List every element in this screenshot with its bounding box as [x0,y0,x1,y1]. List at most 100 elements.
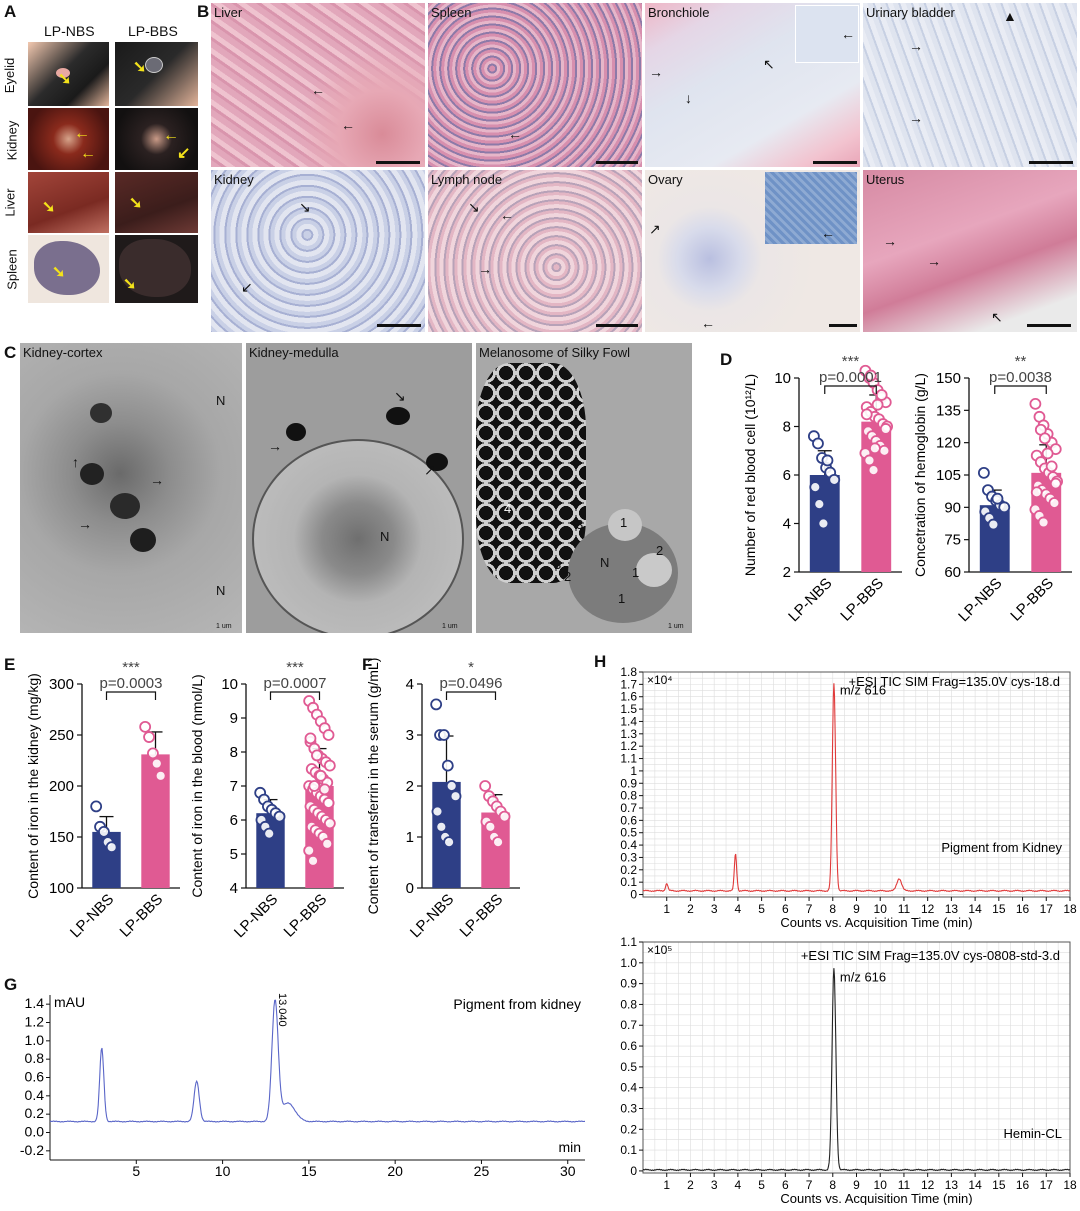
x-tick-label: 15 [992,902,1006,916]
yellow-arrow-icon: ➘ [52,264,66,281]
p-value: p=0.0007 [264,675,327,692]
series-line [49,999,586,1123]
bar-chart-hemoglobin: 60 75 90 105 120 135 150 Concetration of hemogl… [912,353,1072,625]
y-tick-label: 6 [230,812,238,829]
x-tick-label: 7 [806,1178,813,1192]
y-tick-label: 0.2 [25,1105,45,1121]
x-tick-label: LP-BBS [1007,575,1057,625]
yellow-arrow-icon: ← [163,127,179,144]
arrow-icon: ↘ [394,388,406,404]
y-tick-label: 135 [936,402,961,419]
arrow-icon: ↓ [685,90,692,106]
data-point [304,732,317,745]
em-kidney-medulla: Kidney-medulla N → ↘ ↗ 1 um [246,343,472,633]
arrow-icon: ← [701,315,715,331]
y-tick-label: 5 [230,846,238,863]
bar-chart-iron-blood: 4 5 6 7 8 9 10 Content of iron in the blood (nm… [189,659,344,941]
data-point [809,481,822,494]
data-point [323,817,336,830]
annotation: Pigment from kidney [453,996,581,1012]
y-tick-label: 0 [406,880,414,897]
data-point [322,797,335,809]
x-tick-label: LP-BBS [117,891,167,941]
data-point [1045,460,1058,473]
x-tick-label: 6 [782,902,789,916]
y-tick-label: 1.3 [620,727,637,741]
tile-label: Melanosome of Silky Fowl [479,345,630,360]
em-melanosome: Melanosome of Silky Fowl 4 N 1 1 1 2 2 3… [476,343,692,633]
y-tick-label: 3 [406,727,414,744]
photo-liver-bbs: ➘ [115,172,198,233]
x-tick-label: 5 [758,1178,765,1192]
data-point [322,729,335,741]
data-point [303,844,316,857]
arrow-icon: ↘ [299,199,311,215]
arrow-icon: → [150,472,164,488]
data-point [90,800,103,813]
arrow-icon: → [927,253,941,269]
x-tick-label: 15 [301,1163,317,1179]
multiplier: ×10⁵ [647,943,672,957]
panel-g-letter: G [4,975,18,994]
panel-e-letter: E [4,655,16,674]
y-tick-label: 0 [630,1164,637,1178]
x-tick-label: 16 [1016,1178,1030,1192]
data-point [430,698,443,711]
data-point [1041,447,1054,460]
y-tick-label: 1.2 [620,739,637,753]
y-tick-label: 1.2 [25,1014,45,1030]
data-point [878,444,891,457]
y-tick-label: 60 [944,564,961,581]
arrow-icon: → [649,64,663,80]
x-tick-label: 13 [945,902,959,916]
y-tick-label: 0.5 [620,826,637,840]
nucleus-mark: N [600,555,610,570]
mark: 1 [620,515,628,530]
scale-bar-text: 1 um [442,623,458,630]
arrow-icon: ← [341,117,355,133]
data-point [991,492,1004,505]
y-tick-label: 7 [230,778,238,795]
y-tick-label: 0.1 [620,875,637,889]
x-tick-label: 1 [663,902,670,916]
histology-liver: Liver ← ← [211,3,425,167]
mark: 1 [632,565,640,580]
y-tick-label: 1.4 [620,714,637,728]
photo-kidney-bbs: ← ↙ [115,108,198,170]
tile-label: Kidney [214,172,254,187]
y-tick-label: 1.8 [620,665,637,679]
histology-lymph-node: Lymph node ↘ ← → [428,170,642,332]
y-tick-label: 0.1 [620,1143,637,1157]
x-tick-label: 13 [945,1178,959,1192]
arrow-icon: → [478,261,492,277]
y-tick-label: 1.1 [620,752,637,766]
panel-a-letter: A [4,2,17,21]
scale-bar-text: 1 um [216,623,232,630]
scale-bar [1027,324,1071,327]
x-tick-label: 9 [853,902,860,916]
photo-spleen-bbs: ➘ [115,235,198,303]
y-tick-label: 100 [49,880,74,897]
significance-bracket [824,385,877,394]
tile-label: Ovary [648,172,683,187]
photo-spleen-nbs: ➘ [28,235,109,303]
y-tick-label: 9 [230,710,238,727]
x-tick-label: 2 [687,1178,694,1192]
arrow-icon: → [268,438,282,454]
x-tick-label: 4 [735,902,742,916]
x-tick-label: LP-NBS [785,575,835,625]
annotation: Hemin-CL [1003,1126,1062,1141]
data-point [821,454,834,467]
y-tick-label: 0.8 [620,789,637,803]
significance-bracket [994,385,1047,394]
data-point [147,747,159,760]
significance-stars: * [468,659,474,676]
x-tick-label: 18 [1063,902,1077,916]
scale-bar [1029,161,1073,164]
data-point [484,820,497,833]
data-point [875,389,888,401]
x-tick-label: 20 [387,1163,403,1179]
scale-bar [377,324,421,327]
x-tick-label: 16 [1016,902,1030,916]
arrow-icon: ← [508,126,522,142]
